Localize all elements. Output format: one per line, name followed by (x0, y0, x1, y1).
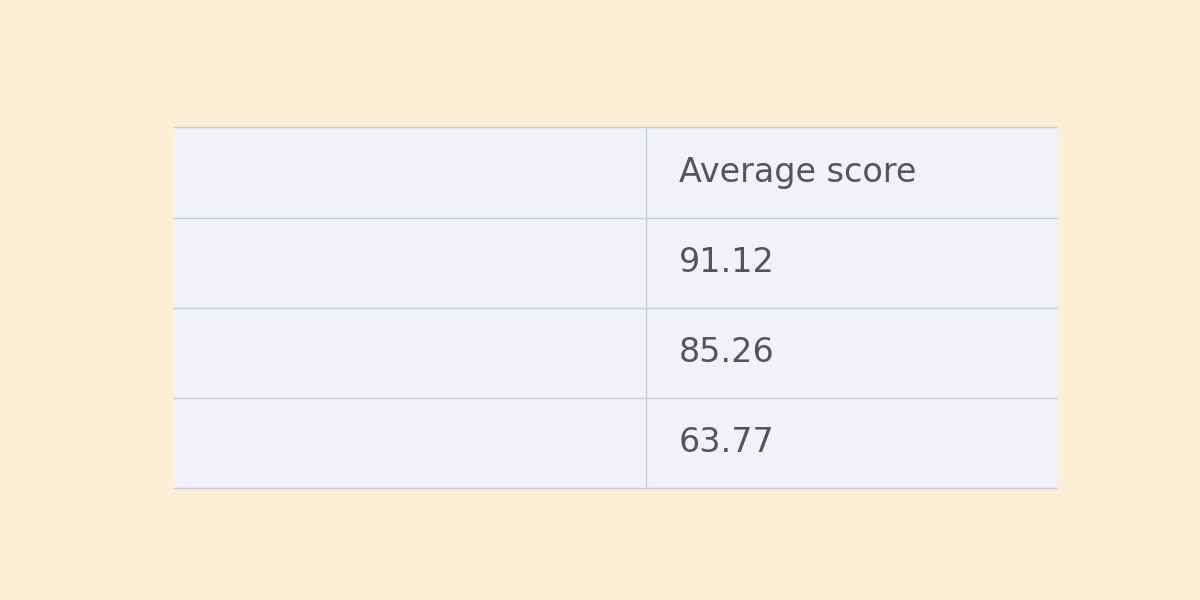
Text: 63.77: 63.77 (679, 426, 774, 459)
Bar (173, 398, 646, 488)
Text: 91.12: 91.12 (679, 246, 775, 279)
Bar (646, 127, 1057, 218)
Bar (646, 218, 1057, 308)
Text: 85.26: 85.26 (679, 336, 774, 369)
Bar (646, 308, 1057, 398)
Bar (646, 398, 1057, 488)
Bar (173, 127, 646, 218)
Bar (173, 218, 646, 308)
Text: Average score: Average score (679, 156, 916, 189)
Bar (173, 308, 646, 398)
